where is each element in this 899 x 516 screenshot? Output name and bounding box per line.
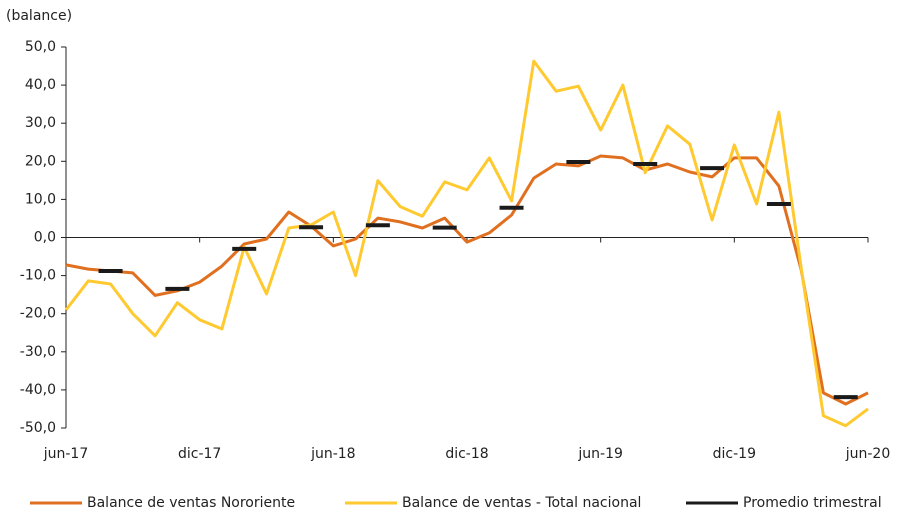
y-tick-label: -40,0 [20, 382, 56, 398]
x-tick-label: jun-20 [845, 446, 891, 462]
legend-label: Promedio trimestral [743, 495, 882, 511]
y-tick-label: -10,0 [20, 268, 56, 284]
x-tick-label: jun-18 [310, 446, 356, 462]
y-axis-label: (balance) [6, 8, 72, 24]
y-tick-label: 30,0 [25, 115, 56, 131]
legend-label: Balance de ventas - Total nacional [402, 495, 641, 511]
y-tick-label: 0,0 [34, 230, 56, 246]
x-tick-label: jun-19 [577, 446, 623, 462]
y-tick-label: -30,0 [20, 344, 56, 360]
x-tick-label: dic-18 [445, 446, 488, 462]
legend-label: Balance de ventas Nororiente [87, 495, 295, 511]
y-tick-label: 50,0 [25, 39, 56, 55]
y-tick-label: -20,0 [20, 306, 56, 322]
y-tick-label: 20,0 [25, 153, 56, 169]
y-tick-label: 10,0 [25, 191, 56, 207]
series-line [64, 59, 869, 428]
x-tick-label: dic-19 [713, 446, 756, 462]
y-tick-label: 40,0 [25, 77, 56, 93]
x-tick-label: jun-17 [43, 446, 89, 462]
y-tick-label: -50,0 [20, 420, 56, 436]
x-tick-label: dic-17 [178, 446, 221, 462]
series-line [65, 154, 869, 406]
